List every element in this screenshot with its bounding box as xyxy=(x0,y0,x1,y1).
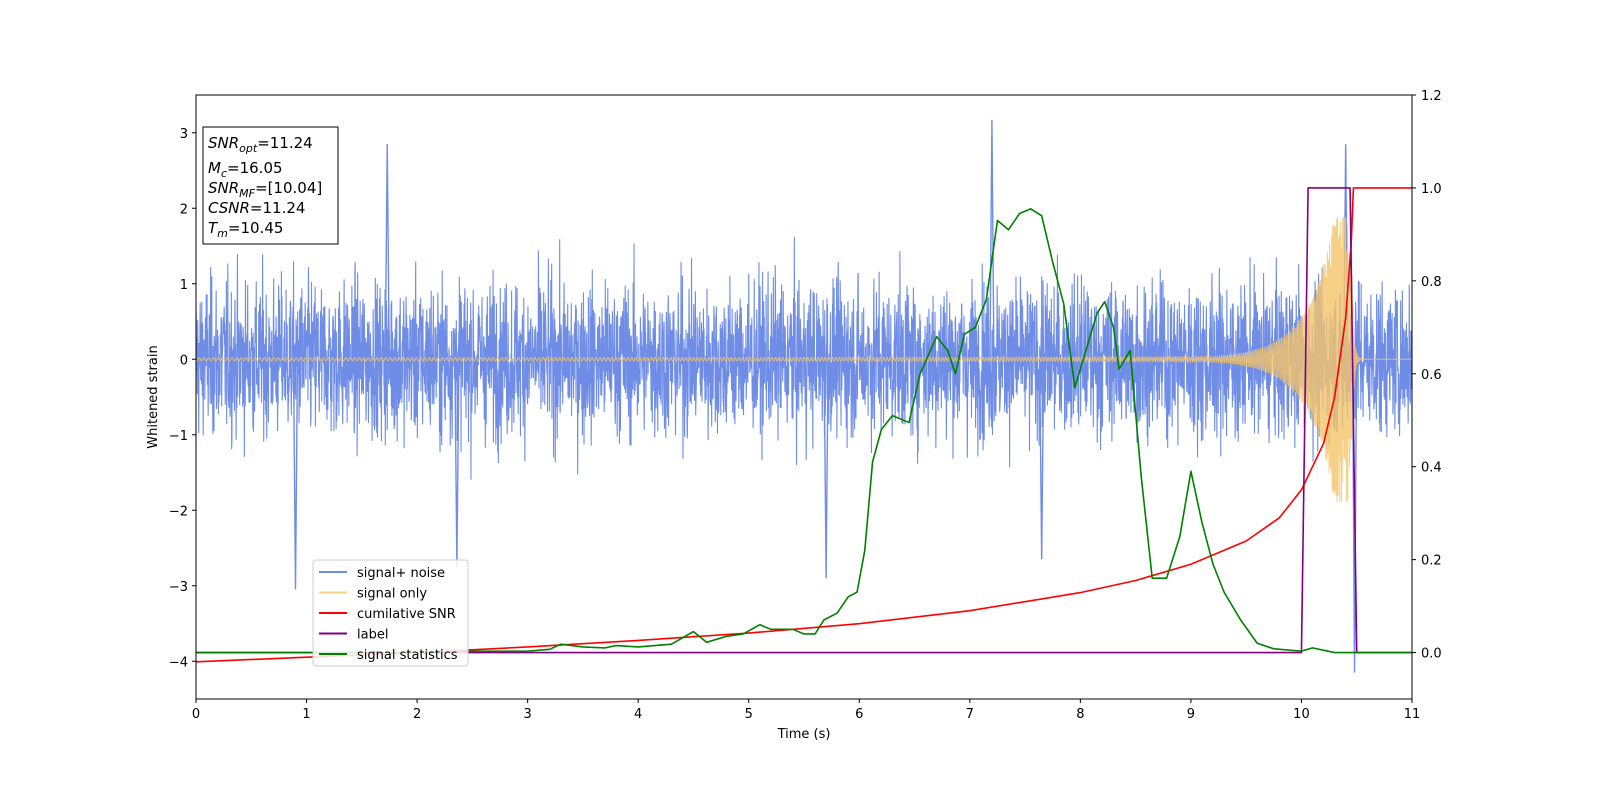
stats-box: SNRopt=11.24 Mc=16.05 SNRMF=[10.04] CSNR… xyxy=(202,126,339,245)
x-tick-label: 1 xyxy=(302,707,310,722)
signal-noise-peak xyxy=(1351,359,1358,673)
series-cumulative-snr-line xyxy=(196,187,1412,663)
x-tick-label: 6 xyxy=(855,707,863,722)
y-tick-label: −3 xyxy=(169,580,188,595)
y-tick-label: 3 xyxy=(180,127,188,142)
plot-frame xyxy=(195,94,1413,700)
x-tick-label: 10 xyxy=(1293,707,1310,722)
legend: signal+ noise signal only cumilative SNR la… xyxy=(312,559,469,667)
stats-tm: Tm=10.45 xyxy=(208,219,283,240)
signal-noise-peak xyxy=(823,359,829,579)
legend-label: signal+ noise xyxy=(357,566,445,581)
x-tick-label: 2 xyxy=(413,707,421,722)
signal-noise-peak xyxy=(989,119,995,360)
x-axis-label: Time (s) xyxy=(777,727,831,742)
x-tick-label: 0 xyxy=(192,707,200,722)
x-tick-label: 3 xyxy=(523,707,531,722)
legend-label: cumilative SNR xyxy=(357,607,456,622)
x-tick-label: 8 xyxy=(1076,707,1084,722)
y2-tick-label: 0.4 xyxy=(1421,461,1442,476)
y2-tick-label: 0.6 xyxy=(1421,368,1442,383)
y-tick-label: −2 xyxy=(169,504,188,519)
y-axis-label: Whitened strain xyxy=(146,345,161,448)
signal-noise-peak xyxy=(292,359,299,590)
legend-label: signal only xyxy=(357,587,427,602)
x-tick-label: 9 xyxy=(1187,707,1195,722)
axis-ticks: 0 1 2 3 4 5 6 7 8 9 10 11 −4 −3 −2 −1 0 1 2 3 0.0 0.2 0.4 0.6 0.… xyxy=(169,89,1442,722)
plot-area xyxy=(196,119,1412,673)
y2-tick-label: 0.8 xyxy=(1421,275,1442,290)
legend-frame xyxy=(312,559,469,667)
series-signal-statistics-line xyxy=(196,208,1412,654)
signal-noise-peak xyxy=(1038,359,1045,560)
y-tick-label: −1 xyxy=(169,429,188,444)
stats-snr-mf: SNRMF=[10.04] xyxy=(208,179,322,200)
y2-tick-label: 1.2 xyxy=(1421,89,1442,104)
y-tick-label: −4 xyxy=(169,655,188,670)
x-tick-label: 11 xyxy=(1404,707,1421,722)
stats-box-frame xyxy=(202,126,339,245)
stats-mc: Mc=16.05 xyxy=(208,159,283,180)
signal-noise-peak xyxy=(384,144,390,360)
x-tick-label: 5 xyxy=(745,707,753,722)
y2-tick-label: 0.2 xyxy=(1421,554,1442,569)
y-tick-label: 0 xyxy=(180,353,188,368)
x-tick-label: 7 xyxy=(966,707,974,722)
stats-snr-opt: SNRopt=11.24 xyxy=(208,134,313,155)
x-tick-label: 4 xyxy=(634,707,642,722)
series-signal-noise-line xyxy=(196,236,1412,480)
y2-tick-label: 1.0 xyxy=(1421,182,1442,197)
y-tick-label: 1 xyxy=(180,278,188,293)
series-signal-only-line xyxy=(196,216,1412,503)
y2-tick-label: 0.0 xyxy=(1421,647,1442,662)
y-tick-label: 2 xyxy=(180,202,188,217)
legend-label: signal statistics xyxy=(357,648,458,663)
legend-label: label xyxy=(357,628,388,643)
stats-csnr: CSNR=11.24 xyxy=(208,199,305,217)
